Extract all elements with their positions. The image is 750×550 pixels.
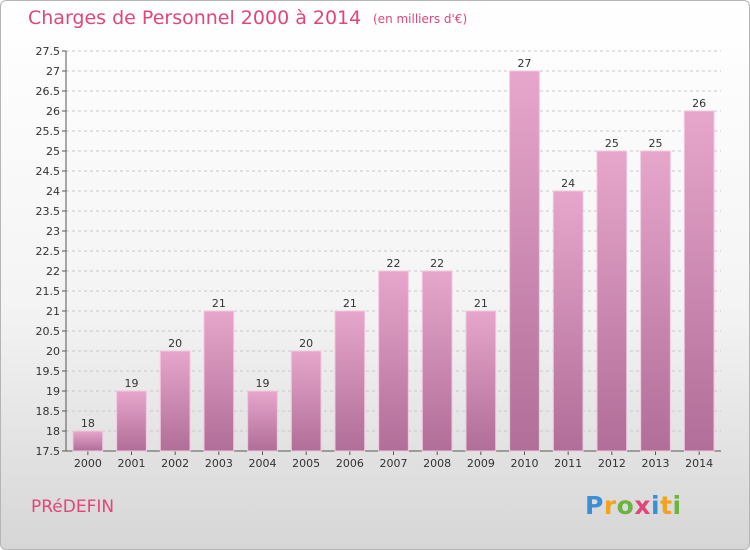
logo-letter: P bbox=[585, 491, 604, 520]
bar bbox=[683, 110, 715, 452]
y-tick-label: 21 bbox=[46, 305, 60, 318]
y-tick-label: 17.5 bbox=[36, 445, 61, 458]
x-tick-label: 2006 bbox=[336, 457, 364, 470]
x-tick-label: 2005 bbox=[292, 457, 320, 470]
x-tick-label: 2003 bbox=[205, 457, 233, 470]
y-tick-label: 18.5 bbox=[36, 405, 61, 418]
logo-letter: o bbox=[616, 491, 635, 520]
x-tick-label: 2007 bbox=[380, 457, 408, 470]
bar-value-label: 25 bbox=[605, 137, 619, 150]
y-tick-label: 27 bbox=[46, 65, 60, 78]
y-tick-label: 23 bbox=[46, 225, 60, 238]
y-tick-label: 23.5 bbox=[36, 205, 61, 218]
y-tick-label: 26.5 bbox=[36, 85, 61, 98]
x-tick-label: 2001 bbox=[118, 457, 146, 470]
x-tick-label: 2002 bbox=[161, 457, 189, 470]
bar bbox=[247, 390, 278, 452]
y-tick-label: 22 bbox=[46, 265, 60, 278]
proxiti-logo: Proxiti bbox=[585, 491, 682, 520]
y-tick-label: 24.5 bbox=[36, 165, 61, 178]
bar-value-label: 22 bbox=[430, 257, 444, 270]
bar bbox=[116, 390, 147, 452]
y-tick-label: 26 bbox=[46, 105, 60, 118]
bar bbox=[159, 350, 191, 452]
bar bbox=[421, 270, 453, 452]
x-tick-label: 2014 bbox=[685, 457, 713, 470]
y-tick-label: 25.5 bbox=[36, 125, 61, 138]
bar-value-label: 19 bbox=[125, 377, 139, 390]
bar bbox=[72, 430, 104, 452]
commune-name: PRéDEFIN bbox=[31, 497, 115, 517]
bar-value-label: 18 bbox=[81, 417, 95, 430]
bar-value-label: 26 bbox=[692, 97, 706, 110]
bar-value-label: 19 bbox=[256, 377, 270, 390]
y-tick-label: 22.5 bbox=[36, 245, 61, 258]
chart-subtitle: (en milliers d'€) bbox=[373, 12, 468, 26]
bar bbox=[509, 70, 540, 452]
logo-letter: i bbox=[672, 491, 682, 520]
bar-value-label: 22 bbox=[387, 257, 401, 270]
x-tick-label: 2008 bbox=[423, 457, 451, 470]
x-tick-label: 2000 bbox=[74, 457, 102, 470]
bar bbox=[334, 310, 366, 452]
y-tick-label: 19.5 bbox=[36, 365, 61, 378]
y-tick-label: 24 bbox=[46, 185, 60, 198]
y-tick-label: 19 bbox=[46, 385, 60, 398]
y-tick-label: 25 bbox=[46, 145, 60, 158]
logo-letter: r bbox=[603, 491, 617, 520]
logo-letter: x bbox=[634, 491, 651, 520]
x-tick-label: 2004 bbox=[249, 457, 277, 470]
y-tick-label: 21.5 bbox=[36, 285, 61, 298]
x-tick-label: 2013 bbox=[642, 457, 670, 470]
bar-value-label: 21 bbox=[343, 297, 357, 310]
bar bbox=[596, 150, 628, 452]
bar-value-label: 25 bbox=[649, 137, 663, 150]
bar-value-label: 21 bbox=[212, 297, 226, 310]
bar-value-label: 20 bbox=[168, 337, 182, 350]
bar-value-label: 20 bbox=[299, 337, 313, 350]
y-tick-label: 27.5 bbox=[36, 45, 61, 58]
bar bbox=[203, 310, 235, 452]
y-tick-label: 20 bbox=[46, 345, 60, 358]
bar bbox=[290, 350, 322, 452]
bar bbox=[640, 150, 671, 452]
logo-letter: i bbox=[651, 491, 661, 520]
x-tick-label: 2009 bbox=[467, 457, 495, 470]
x-tick-label: 2012 bbox=[598, 457, 626, 470]
x-tick-label: 2011 bbox=[554, 457, 582, 470]
chart-title: Charges de Personnel 2000 à 2014 bbox=[28, 7, 362, 29]
bar bbox=[378, 270, 409, 452]
y-tick-label: 20.5 bbox=[36, 325, 61, 338]
bar bbox=[465, 310, 497, 452]
x-tick-label: 2010 bbox=[511, 457, 539, 470]
bar-value-label: 21 bbox=[474, 297, 488, 310]
logo-letter: t bbox=[660, 491, 673, 520]
bar bbox=[552, 190, 584, 452]
bar-value-label: 24 bbox=[561, 177, 575, 190]
bar-value-label: 27 bbox=[518, 57, 532, 70]
y-tick-label: 18 bbox=[46, 425, 60, 438]
